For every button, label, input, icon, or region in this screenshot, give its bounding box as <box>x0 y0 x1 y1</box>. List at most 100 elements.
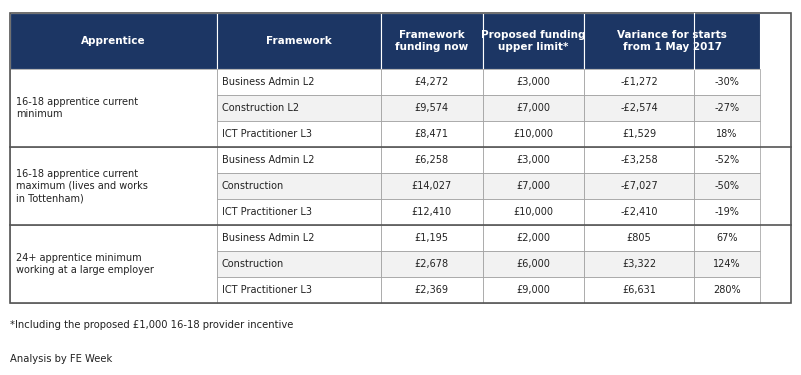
Text: -£2,574: -£2,574 <box>620 103 658 113</box>
Bar <box>10 147 217 225</box>
Text: -27%: -27% <box>714 103 739 113</box>
Text: -£7,027: -£7,027 <box>620 181 658 191</box>
Bar <box>217 147 381 173</box>
Bar <box>217 225 381 251</box>
Text: Framework
funding now: Framework funding now <box>395 30 469 52</box>
Text: -30%: -30% <box>714 76 739 87</box>
Bar <box>482 173 584 199</box>
Bar <box>694 95 760 121</box>
Bar <box>694 147 760 173</box>
Bar <box>10 13 791 303</box>
Text: Apprentice: Apprentice <box>81 36 146 46</box>
Bar <box>381 173 482 199</box>
Text: Variance for starts
from 1 May 2017: Variance for starts from 1 May 2017 <box>618 30 727 52</box>
Text: £3,322: £3,322 <box>622 259 656 269</box>
Text: £10,000: £10,000 <box>513 129 553 139</box>
Text: ICT Practitioner L3: ICT Practitioner L3 <box>222 129 312 139</box>
Text: £2,678: £2,678 <box>415 259 449 269</box>
Bar <box>10 13 217 69</box>
Bar <box>482 225 584 251</box>
Text: £805: £805 <box>626 233 651 243</box>
Text: 124%: 124% <box>713 259 741 269</box>
Text: £6,258: £6,258 <box>415 155 449 165</box>
Bar <box>217 95 381 121</box>
Bar <box>694 173 760 199</box>
Bar <box>482 121 584 147</box>
Text: Construction: Construction <box>222 259 284 269</box>
Text: £9,574: £9,574 <box>415 103 449 113</box>
Bar <box>584 277 694 303</box>
Text: £10,000: £10,000 <box>513 207 553 217</box>
Bar <box>584 121 694 147</box>
Text: -£3,258: -£3,258 <box>620 155 658 165</box>
Bar <box>482 147 584 173</box>
Bar <box>694 225 760 251</box>
Bar <box>584 173 694 199</box>
Bar <box>381 199 482 225</box>
Bar <box>217 173 381 199</box>
Bar <box>381 277 482 303</box>
Bar <box>584 225 694 251</box>
Bar <box>217 121 381 147</box>
Text: £8,471: £8,471 <box>415 129 449 139</box>
Text: £9,000: £9,000 <box>517 285 550 295</box>
Bar <box>694 199 760 225</box>
Text: £7,000: £7,000 <box>517 103 550 113</box>
Bar <box>584 251 694 277</box>
Bar <box>381 225 482 251</box>
Text: £1,195: £1,195 <box>415 233 449 243</box>
Text: 24+ apprentice minimum
working at a large employer: 24+ apprentice minimum working at a larg… <box>16 253 154 275</box>
Text: -50%: -50% <box>714 181 739 191</box>
Text: ICT Practitioner L3: ICT Practitioner L3 <box>222 285 312 295</box>
Text: £3,000: £3,000 <box>517 155 550 165</box>
Text: 18%: 18% <box>716 129 738 139</box>
Bar <box>217 69 381 95</box>
Text: Construction L2: Construction L2 <box>222 103 299 113</box>
Bar <box>584 199 694 225</box>
Bar <box>482 199 584 225</box>
Text: Business Admin L2: Business Admin L2 <box>222 76 314 87</box>
Text: £7,000: £7,000 <box>517 181 550 191</box>
Bar <box>482 251 584 277</box>
Text: £6,000: £6,000 <box>517 259 550 269</box>
Text: Business Admin L2: Business Admin L2 <box>222 233 314 243</box>
Text: 280%: 280% <box>713 285 741 295</box>
Text: 16-18 apprentice current
maximum (lives and works
in Tottenham): 16-18 apprentice current maximum (lives … <box>16 168 148 203</box>
Text: -£2,410: -£2,410 <box>620 207 658 217</box>
Bar <box>482 277 584 303</box>
Bar <box>482 69 584 95</box>
Bar <box>10 69 217 147</box>
Text: £1,529: £1,529 <box>622 129 656 139</box>
Text: £14,027: £14,027 <box>412 181 452 191</box>
Text: £6,631: £6,631 <box>622 285 656 295</box>
Bar <box>381 69 482 95</box>
Text: ICT Practitioner L3: ICT Practitioner L3 <box>222 207 312 217</box>
Text: £2,000: £2,000 <box>517 233 550 243</box>
Bar <box>482 95 584 121</box>
Text: -52%: -52% <box>714 155 739 165</box>
Text: 67%: 67% <box>716 233 738 243</box>
Text: £3,000: £3,000 <box>517 76 550 87</box>
Text: Construction: Construction <box>222 181 284 191</box>
Bar <box>584 69 694 95</box>
Text: Proposed funding
upper limit*: Proposed funding upper limit* <box>481 30 586 52</box>
Text: *Including the proposed £1,000 16-18 provider incentive: *Including the proposed £1,000 16-18 pro… <box>10 320 293 330</box>
Bar <box>381 13 482 69</box>
Bar <box>381 121 482 147</box>
Bar <box>584 147 694 173</box>
Bar <box>694 69 760 95</box>
Text: Framework: Framework <box>266 36 332 46</box>
Text: £2,369: £2,369 <box>415 285 449 295</box>
Bar <box>694 277 760 303</box>
Bar <box>584 13 760 69</box>
Bar <box>217 13 381 69</box>
Bar <box>381 147 482 173</box>
Text: -£1,272: -£1,272 <box>620 76 658 87</box>
Text: £4,272: £4,272 <box>415 76 449 87</box>
Bar <box>482 13 584 69</box>
Text: -19%: -19% <box>714 207 739 217</box>
Text: 16-18 apprentice current
minimum: 16-18 apprentice current minimum <box>16 96 138 119</box>
Bar <box>694 251 760 277</box>
Text: £12,410: £12,410 <box>412 207 452 217</box>
Bar <box>10 225 217 303</box>
